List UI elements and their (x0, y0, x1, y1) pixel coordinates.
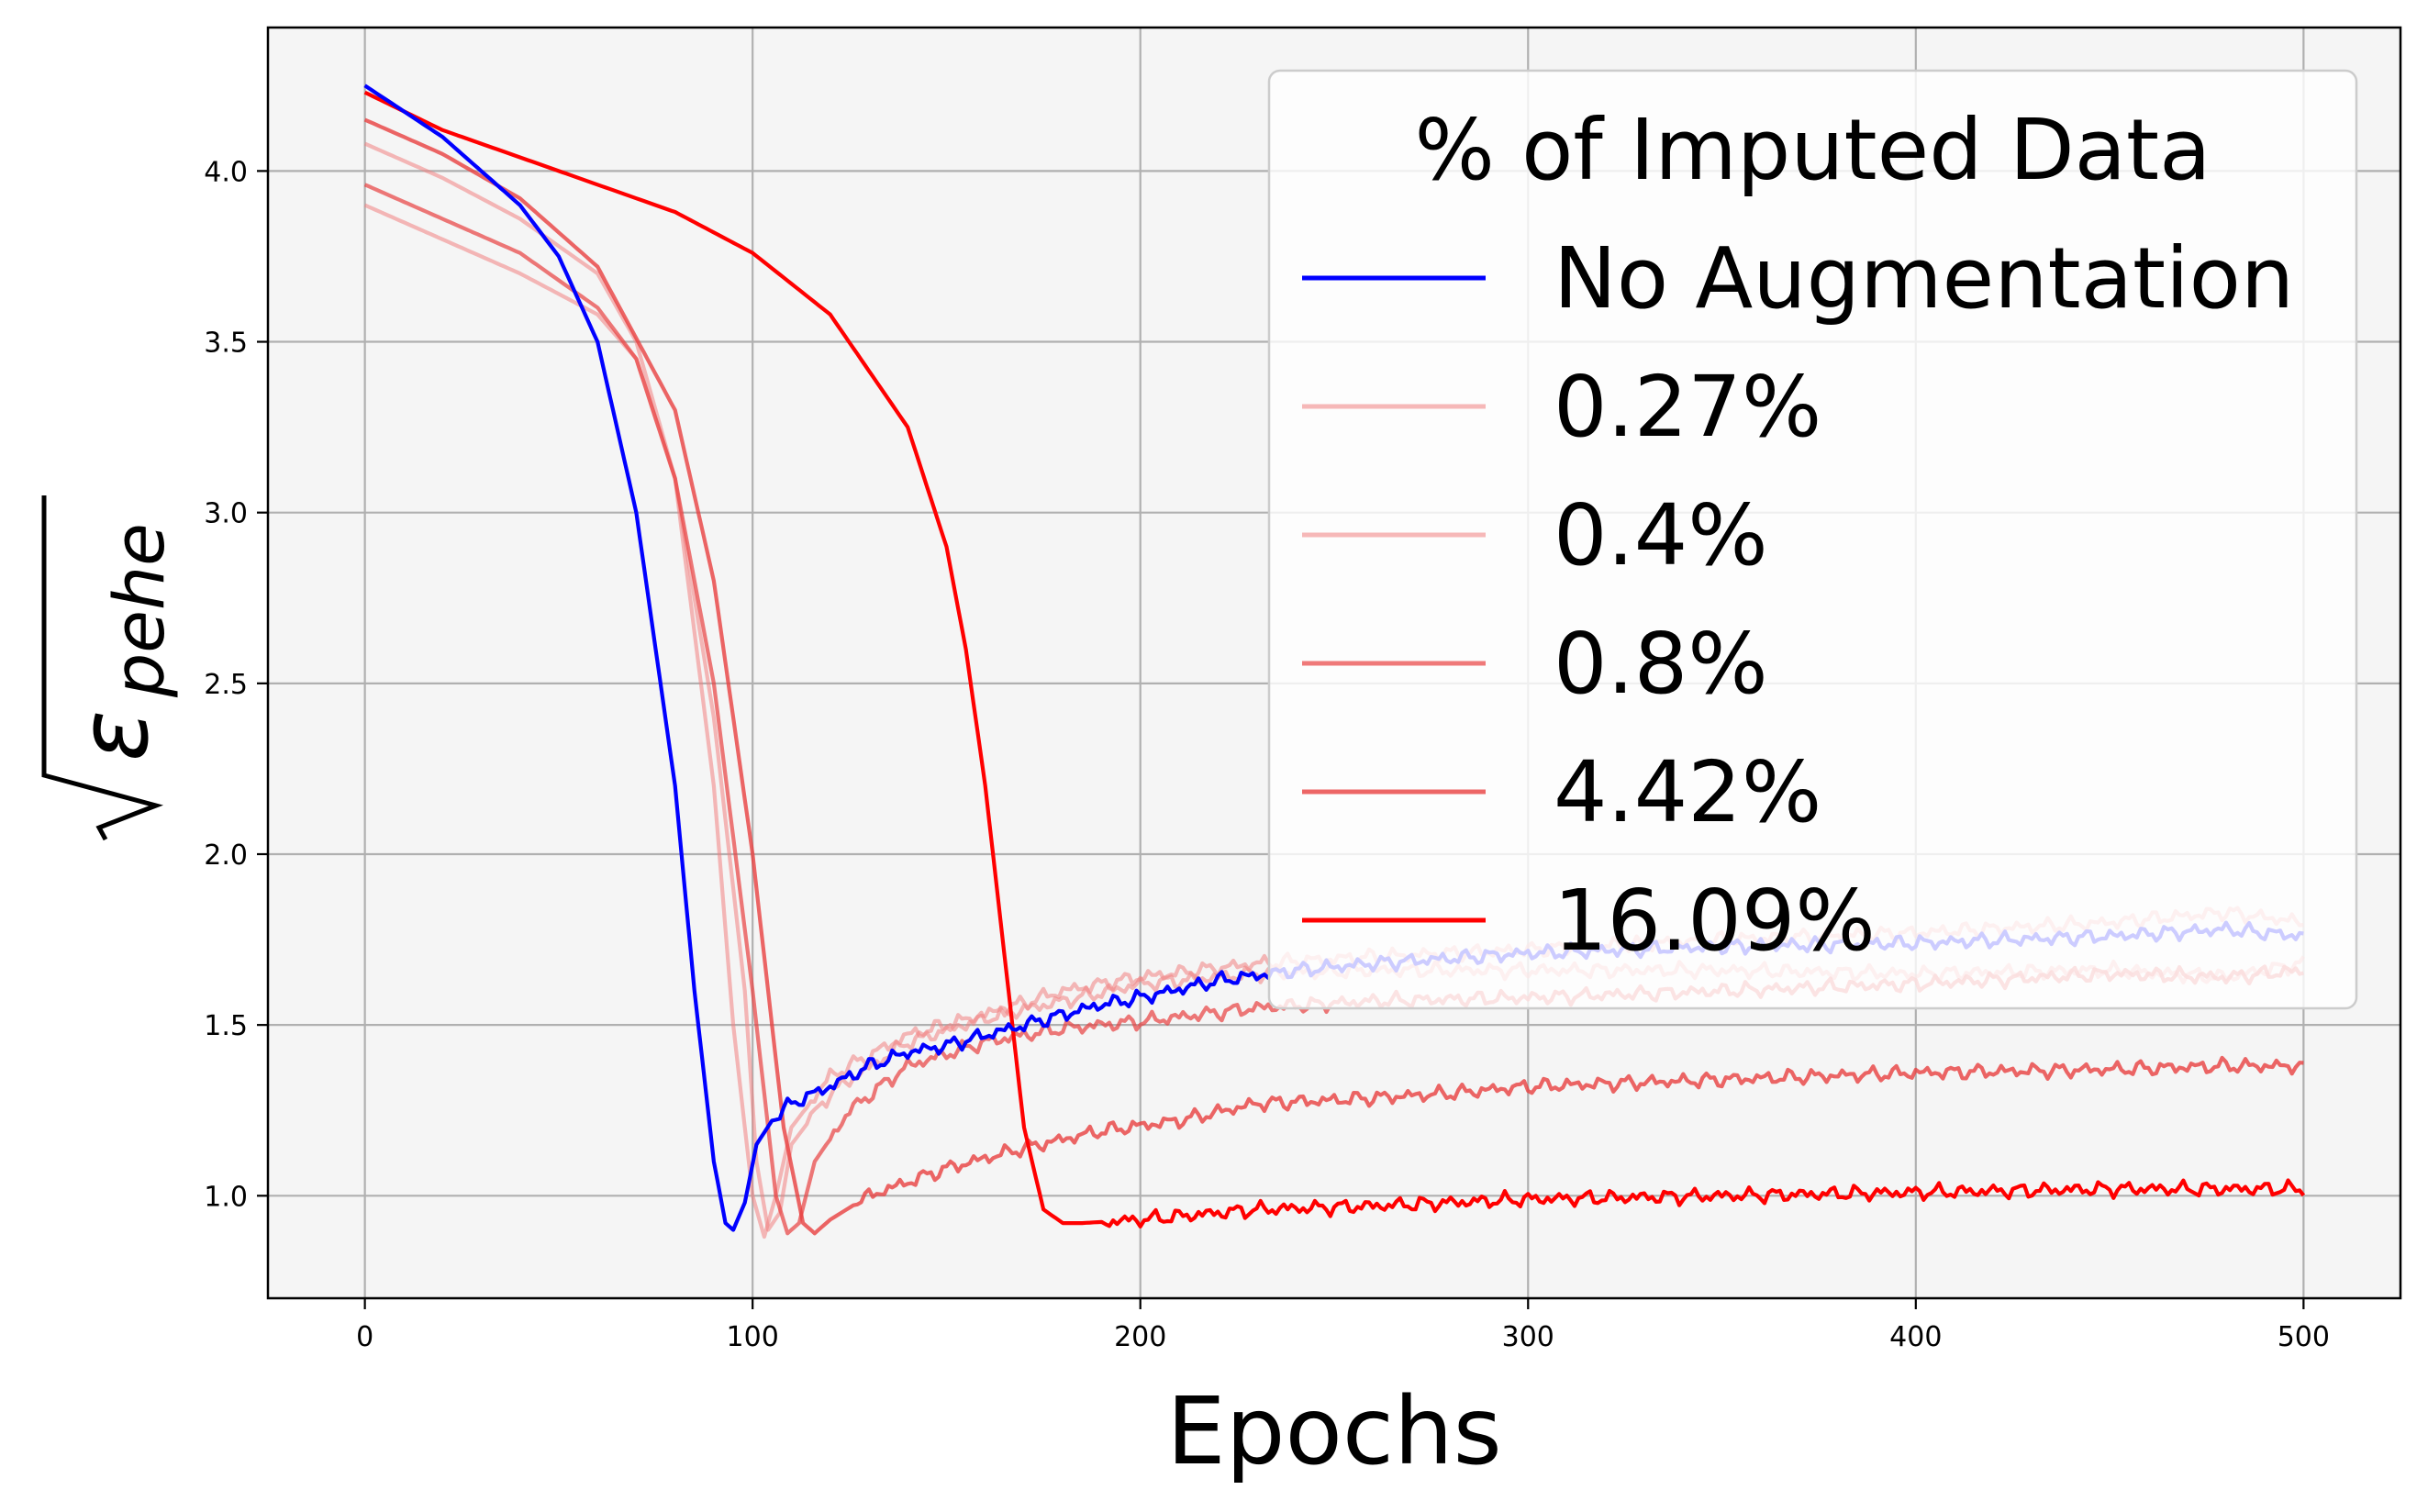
series-line-4-42- (363, 117, 2304, 1236)
x-axis-label: Epochs (1166, 1377, 1501, 1486)
legend-label: No Augmentation (1554, 229, 2294, 328)
legend-box (1267, 69, 2358, 1010)
y-tick-label: 2.5 (204, 669, 248, 701)
legend-label: 0.8% (1554, 615, 1768, 713)
legend-label: 4.42% (1554, 743, 1821, 841)
legend: % of Imputed Data No Augmentation 0.27% 0.… (1267, 69, 2358, 1010)
x-tick-label: 0 (356, 1321, 373, 1353)
y-tick-label: 2.0 (204, 839, 248, 872)
legend-label: 16.09% (1554, 872, 1876, 970)
y-tick-label: 1.0 (204, 1181, 248, 1213)
x-tick-label: 200 (1114, 1321, 1166, 1353)
legend-title: % of Imputed Data (1414, 101, 2211, 199)
y-tick-label: 3.5 (204, 328, 248, 360)
ticks: 0 100 200 300 400 500 1.0 1.5 2.0 2.5 3.0 3.5 4.0 (204, 156, 2330, 1353)
y-tick-label: 4.0 (204, 156, 248, 188)
y-tick-label: 1.5 (204, 1010, 248, 1042)
legend-label: 0.27% (1554, 358, 1821, 456)
x-tick-label: 400 (1889, 1321, 1942, 1353)
series-line-16-09- (363, 90, 2306, 1228)
y-axis-label-epsilon: ε (58, 710, 170, 762)
legend-label: 0.4% (1554, 486, 1768, 584)
x-tick-label: 500 (2278, 1321, 2330, 1353)
y-tick-label: 3.0 (204, 498, 248, 530)
sqrt-radical-symbol (41, 495, 164, 841)
x-tick-label: 100 (727, 1321, 779, 1353)
plot-frame (266, 26, 2402, 1300)
x-tick-label: 300 (1502, 1321, 1554, 1353)
y-axis-label-subscript: pehe (98, 523, 180, 698)
legend-items: No Augmentation 0.27% 0.4% 0.8% 4.42% 16.09% (1302, 229, 2294, 970)
y-axis-label: ε pehe (41, 495, 180, 841)
